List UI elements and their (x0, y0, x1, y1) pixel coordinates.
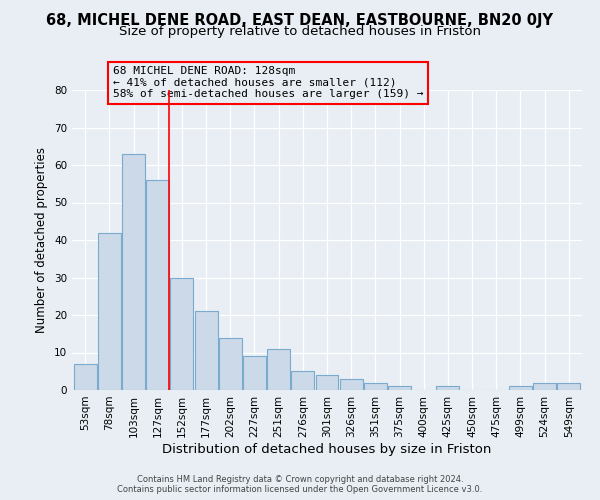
Bar (194, 311, 218, 390)
Y-axis label: Number of detached properties: Number of detached properties (35, 147, 49, 333)
Bar (509, 386, 532, 390)
Bar (292, 371, 314, 390)
X-axis label: Distribution of detached houses by size in Friston: Distribution of detached houses by size … (163, 442, 491, 456)
Text: Size of property relative to detached houses in Friston: Size of property relative to detached ho… (119, 25, 481, 38)
Text: 68 MICHEL DENE ROAD: 128sqm
← 41% of detached houses are smaller (112)
58% of se: 68 MICHEL DENE ROAD: 128sqm ← 41% of det… (113, 66, 424, 99)
Bar (219, 338, 242, 390)
Bar (267, 349, 290, 390)
Bar (74, 364, 97, 390)
Bar (557, 382, 580, 390)
Bar (388, 386, 411, 390)
Bar (436, 386, 460, 390)
Bar (340, 379, 362, 390)
Bar (243, 356, 266, 390)
Bar (533, 382, 556, 390)
Bar (170, 278, 193, 390)
Bar (364, 382, 387, 390)
Bar (98, 232, 121, 390)
Bar (122, 154, 145, 390)
Text: 68, MICHEL DENE ROAD, EAST DEAN, EASTBOURNE, BN20 0JY: 68, MICHEL DENE ROAD, EAST DEAN, EASTBOU… (47, 12, 554, 28)
Bar (316, 375, 338, 390)
Text: Contains HM Land Registry data © Crown copyright and database right 2024.
Contai: Contains HM Land Registry data © Crown c… (118, 474, 482, 494)
Bar (146, 180, 169, 390)
